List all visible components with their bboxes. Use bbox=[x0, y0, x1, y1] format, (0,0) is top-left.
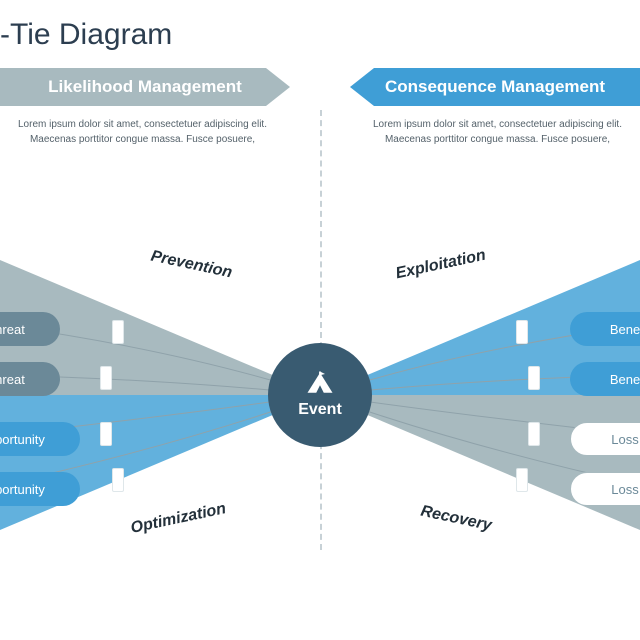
banner-consequence: Consequence Management bbox=[350, 68, 640, 106]
node-loss-2: Loss bbox=[570, 472, 640, 506]
node-opportunity-1: portunity bbox=[0, 422, 80, 456]
barrier-l2 bbox=[100, 366, 112, 390]
node-opportunity-2: portunity bbox=[0, 472, 80, 506]
bow-tie-diagram: -Tie Diagram Likelihood Management Conse… bbox=[0, 0, 640, 640]
node-threat-2: hreat bbox=[0, 362, 60, 396]
node-benefit-1: Bene bbox=[570, 312, 640, 346]
desc-right: Lorem ipsum dolor sit amet, consectetuer… bbox=[360, 118, 635, 147]
page-title: -Tie Diagram bbox=[0, 18, 172, 52]
barrier-l3 bbox=[100, 422, 112, 446]
event-node: Event bbox=[268, 343, 372, 447]
desc-left: Lorem ipsum dolor sit amet, consectetuer… bbox=[5, 118, 280, 147]
tent-icon bbox=[305, 371, 335, 397]
node-benefit-2: Bene bbox=[570, 362, 640, 396]
node-loss-1: Loss bbox=[570, 422, 640, 456]
banner-likelihood: Likelihood Management bbox=[0, 68, 290, 106]
barrier-r1 bbox=[516, 320, 528, 344]
barrier-r3 bbox=[528, 422, 540, 446]
barrier-l4 bbox=[112, 468, 124, 492]
event-label: Event bbox=[298, 401, 342, 419]
node-threat-1: hreat bbox=[0, 312, 60, 346]
barrier-r2 bbox=[528, 366, 540, 390]
barrier-r4 bbox=[516, 468, 528, 492]
barrier-l1 bbox=[112, 320, 124, 344]
